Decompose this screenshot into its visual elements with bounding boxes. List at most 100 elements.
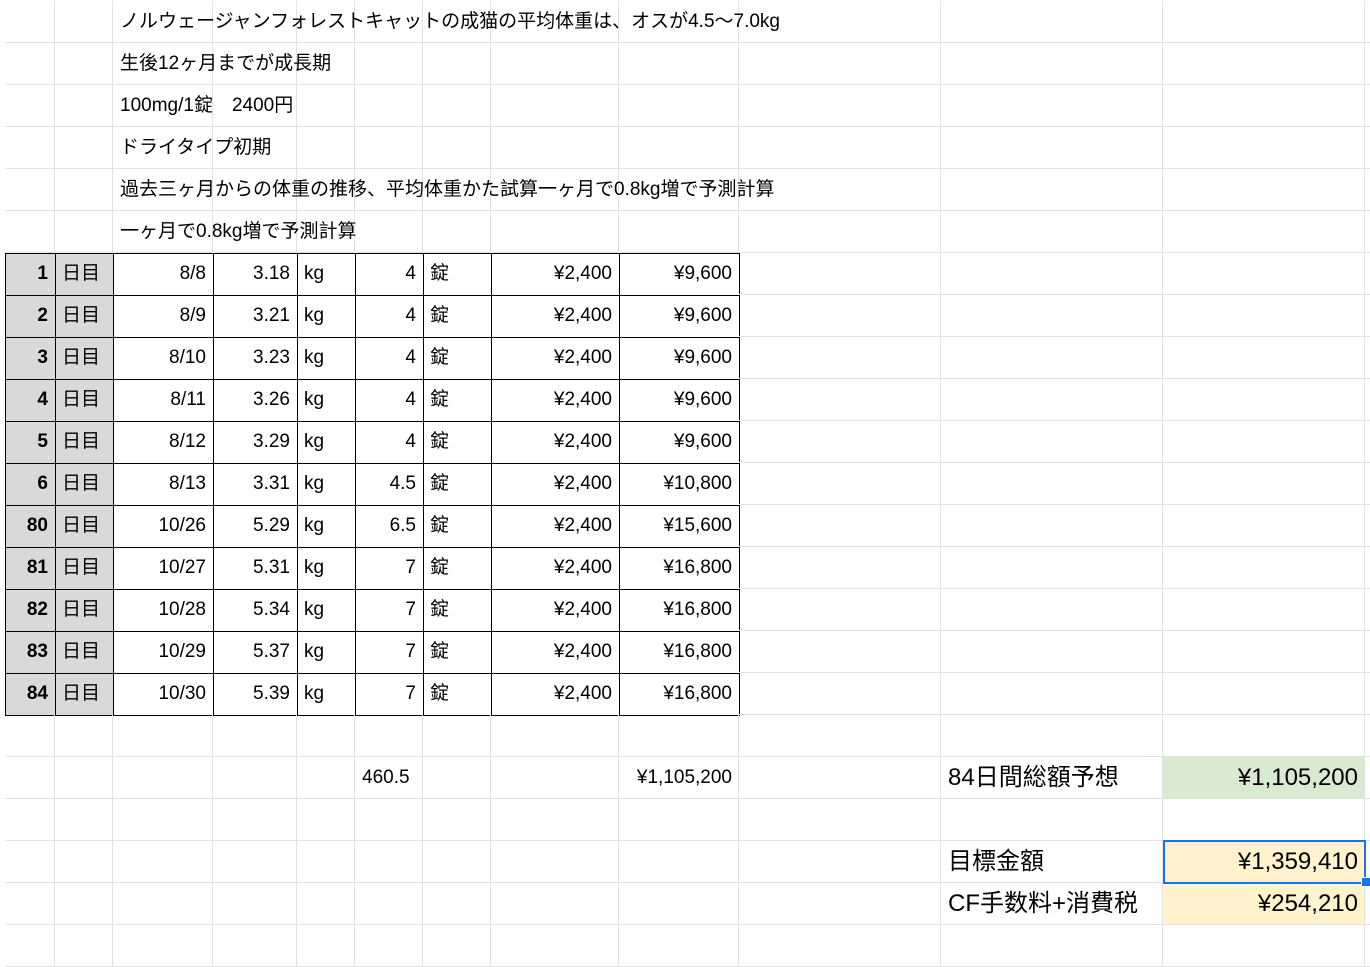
cell[interactable] (491, 799, 619, 841)
cell[interactable] (491, 883, 619, 925)
cell[interactable] (5, 883, 55, 925)
cell[interactable] (355, 715, 423, 757)
cell[interactable] (739, 211, 941, 253)
cell[interactable] (491, 715, 619, 757)
cell[interactable] (1163, 757, 1365, 799)
cell[interactable] (5, 169, 55, 211)
cell[interactable] (113, 1, 213, 43)
cell[interactable] (1365, 127, 1370, 169)
cell[interactable] (113, 715, 213, 757)
cell[interactable] (55, 1, 113, 43)
cell[interactable] (5, 463, 56, 506)
cell[interactable] (941, 673, 1163, 715)
cell[interactable] (5, 85, 55, 127)
cell[interactable] (941, 295, 1163, 337)
cell[interactable] (941, 421, 1163, 463)
cell[interactable] (1365, 631, 1370, 673)
cell[interactable] (619, 883, 739, 925)
cell[interactable] (1163, 505, 1365, 547)
cell[interactable] (355, 85, 423, 127)
cell[interactable] (355, 841, 423, 883)
cell[interactable] (5, 421, 56, 464)
cell[interactable] (941, 547, 1163, 589)
cell[interactable] (355, 883, 423, 925)
cell[interactable] (739, 925, 941, 967)
cell[interactable] (423, 757, 491, 799)
cell[interactable] (941, 43, 1163, 85)
cell[interactable] (739, 631, 941, 673)
cell[interactable] (55, 883, 113, 925)
cell[interactable] (1365, 925, 1370, 967)
cell[interactable] (213, 85, 297, 127)
cell[interactable] (1365, 379, 1370, 421)
cell[interactable] (1365, 253, 1370, 295)
cell[interactable] (55, 841, 113, 883)
cell[interactable] (297, 211, 355, 253)
cell[interactable] (55, 337, 114, 380)
cell[interactable] (619, 85, 739, 127)
cell[interactable] (213, 211, 297, 253)
cell[interactable] (941, 85, 1163, 127)
cell[interactable] (941, 715, 1163, 757)
cell[interactable] (55, 925, 113, 967)
cell[interactable] (1365, 295, 1370, 337)
cell[interactable] (739, 841, 941, 883)
cell[interactable] (1365, 337, 1370, 379)
cell[interactable] (739, 421, 941, 463)
cell[interactable] (355, 799, 423, 841)
cell[interactable] (355, 127, 423, 169)
cell[interactable] (297, 841, 355, 883)
cell[interactable] (55, 127, 113, 169)
cell[interactable] (941, 127, 1163, 169)
cell[interactable] (941, 337, 1163, 379)
cell[interactable] (1365, 799, 1370, 841)
cell[interactable] (941, 505, 1163, 547)
cell[interactable] (423, 841, 491, 883)
cell[interactable] (113, 211, 213, 253)
cell[interactable] (55, 673, 114, 716)
cell[interactable] (619, 925, 739, 967)
cell[interactable] (5, 1, 55, 43)
cell[interactable] (1163, 463, 1365, 505)
cell[interactable] (739, 85, 941, 127)
cell[interactable] (619, 673, 740, 716)
cell[interactable] (1163, 925, 1365, 967)
cell[interactable] (423, 169, 491, 211)
cell[interactable] (739, 715, 941, 757)
cell[interactable] (941, 253, 1163, 295)
cell[interactable] (297, 1, 355, 43)
cell[interactable] (55, 295, 114, 338)
cell[interactable] (5, 337, 56, 380)
cell[interactable] (491, 85, 619, 127)
cell[interactable] (297, 757, 355, 799)
cell[interactable] (5, 925, 55, 967)
cell[interactable] (1163, 169, 1365, 211)
cell[interactable] (739, 253, 941, 295)
cell[interactable] (1365, 715, 1370, 757)
cell[interactable] (423, 799, 491, 841)
cell[interactable] (113, 43, 213, 85)
cell[interactable] (491, 925, 619, 967)
cell[interactable] (113, 85, 213, 127)
cell[interactable] (1163, 211, 1365, 253)
cell[interactable] (1365, 589, 1370, 631)
cell[interactable] (1365, 421, 1370, 463)
cell[interactable] (113, 883, 213, 925)
cell[interactable] (5, 127, 55, 169)
cell[interactable] (1365, 547, 1370, 589)
cell[interactable] (1163, 715, 1365, 757)
cell[interactable] (213, 715, 297, 757)
cell[interactable] (1163, 673, 1365, 715)
cell[interactable] (213, 757, 297, 799)
cell[interactable] (1163, 43, 1365, 85)
cell[interactable] (1365, 757, 1370, 799)
cell[interactable] (1365, 43, 1370, 85)
cell[interactable] (113, 127, 213, 169)
cell[interactable] (355, 757, 423, 799)
cell[interactable] (1163, 421, 1365, 463)
cell[interactable] (739, 799, 941, 841)
cell[interactable] (941, 211, 1163, 253)
cell[interactable] (355, 925, 423, 967)
cell[interactable] (297, 169, 355, 211)
cell[interactable] (739, 883, 941, 925)
